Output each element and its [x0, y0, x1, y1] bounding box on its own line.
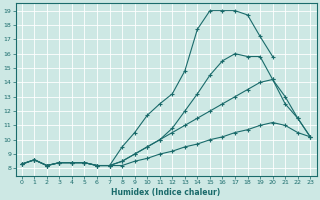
X-axis label: Humidex (Indice chaleur): Humidex (Indice chaleur) — [111, 188, 221, 197]
